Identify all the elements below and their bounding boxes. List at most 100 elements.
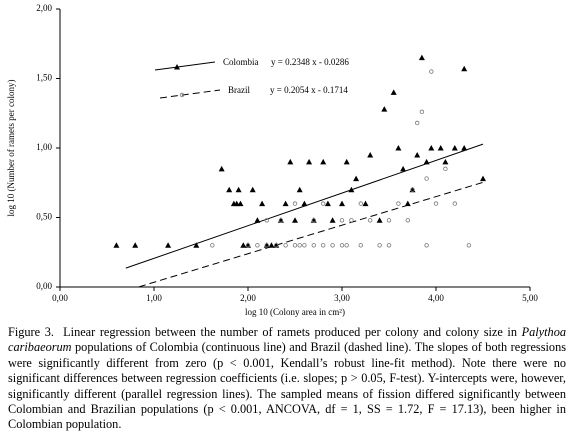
legend-label: Colombia: [223, 57, 259, 67]
point: [302, 243, 307, 248]
point: [376, 217, 383, 223]
point: [297, 243, 302, 248]
point: [480, 175, 486, 182]
point: [466, 243, 472, 248]
point: [344, 243, 349, 248]
point: [423, 158, 430, 165]
point: [400, 165, 407, 172]
point: [324, 200, 331, 207]
y-tick-label: 1,50: [36, 73, 52, 83]
point: [237, 200, 244, 207]
point: [268, 242, 275, 248]
point: [254, 217, 261, 223]
legend-label: Brazil: [228, 85, 250, 95]
point: [451, 145, 458, 151]
x-tick-label: 0,00: [52, 293, 68, 303]
y-tick-label: 0,50: [36, 212, 52, 222]
point: [264, 218, 269, 223]
point: [320, 158, 327, 165]
point: [292, 243, 298, 248]
point: [193, 242, 200, 248]
point: [415, 120, 420, 126]
caption-species: Palythoa caribaeorum: [8, 325, 566, 355]
point: [306, 158, 313, 165]
x-tick-label: 3,00: [334, 293, 350, 303]
point: [461, 65, 468, 72]
legend-marker: [179, 92, 185, 98]
point: [404, 200, 411, 207]
point: [245, 243, 251, 248]
point: [386, 218, 392, 223]
point: [428, 145, 435, 151]
point: [339, 243, 345, 248]
point: [282, 200, 289, 207]
point: [249, 186, 256, 193]
point: [240, 242, 247, 248]
point: [418, 54, 425, 61]
point: [210, 243, 215, 248]
point: [368, 218, 373, 223]
x-tick-label: 1,00: [146, 293, 162, 303]
legend-equation: y = 0.2348 x - 0.0286: [271, 57, 349, 67]
point: [424, 176, 429, 181]
point: [226, 186, 233, 193]
y-axis-label: log 10 (Number of ramets per colony): [6, 80, 16, 217]
point: [433, 201, 439, 206]
y-tick-label: 2,00: [36, 3, 52, 13]
point: [367, 151, 374, 158]
point: [113, 242, 120, 248]
point: [255, 243, 260, 248]
point: [410, 187, 415, 192]
legend-line: [154, 61, 216, 71]
point: [343, 158, 350, 165]
point: [259, 200, 266, 207]
point: [311, 218, 316, 223]
legend-line: [159, 89, 221, 99]
point: [358, 243, 363, 248]
point: [339, 218, 345, 223]
caption-text: Linear regression between the number of …: [63, 325, 522, 339]
point: [339, 200, 345, 207]
point: [165, 242, 172, 248]
point: [390, 89, 397, 95]
point: [292, 217, 298, 223]
point: [233, 200, 240, 207]
point: [429, 69, 434, 74]
point: [414, 151, 421, 158]
point: [396, 201, 401, 206]
regression-line: [138, 181, 484, 288]
point: [443, 166, 448, 172]
point: [292, 201, 298, 206]
x-tick-label: 4,00: [428, 293, 444, 303]
point: [442, 158, 449, 165]
point: [437, 145, 444, 151]
legend-marker: [174, 64, 180, 70]
point: [311, 243, 316, 248]
caption: Figure 3. Linear regression between the …: [8, 325, 566, 433]
point: [348, 186, 355, 193]
point: [461, 145, 468, 151]
point: [358, 201, 363, 206]
y-tick-label: 1,00: [36, 142, 52, 152]
point: [377, 243, 382, 248]
y-tick-label: 0,00: [36, 281, 52, 291]
point: [386, 243, 392, 248]
point: [452, 201, 457, 206]
caption-text: populations of Colombia (continuous line…: [8, 340, 566, 432]
chart: log 10 (Number of ramets per colony) log…: [6, 3, 538, 317]
caption-label: Figure 3.: [8, 325, 54, 339]
point: [283, 243, 288, 248]
x-tick-label: 5,00: [522, 293, 538, 303]
point: [321, 201, 326, 206]
point: [278, 218, 284, 223]
point: [395, 145, 402, 151]
point: [301, 200, 308, 207]
point: [349, 218, 354, 223]
point: [362, 200, 369, 207]
point: [235, 186, 242, 193]
point: [218, 165, 225, 172]
point: [321, 243, 326, 248]
point: [353, 175, 360, 182]
point: [264, 243, 269, 248]
